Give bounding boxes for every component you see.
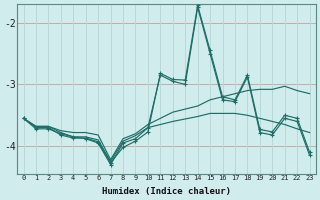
X-axis label: Humidex (Indice chaleur): Humidex (Indice chaleur) xyxy=(102,187,231,196)
